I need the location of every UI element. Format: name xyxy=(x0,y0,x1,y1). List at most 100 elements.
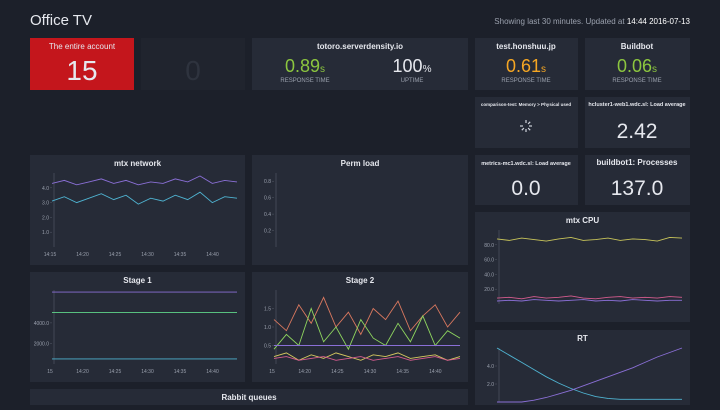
y-tick-label: 4.0 xyxy=(42,186,49,192)
panel xyxy=(252,155,468,265)
tile xyxy=(585,38,690,90)
x-tick-label: 14:30 xyxy=(364,369,377,375)
panel-title: Perm load xyxy=(341,159,380,168)
series-line xyxy=(51,191,238,205)
status-prefix: Showing last 30 minutes. Updated at xyxy=(494,17,625,26)
tile-value: 0.89 xyxy=(285,56,320,76)
x-tick-label: 15 xyxy=(269,369,275,375)
tile-unit: s xyxy=(652,64,657,75)
tile-value: 2.42 xyxy=(617,120,658,143)
y-tick-label: 3.0 xyxy=(42,201,49,207)
series-line xyxy=(273,356,461,361)
tile-label: metrics-mc1.wdc.sl: Load average xyxy=(481,161,571,167)
series-line xyxy=(273,352,461,361)
y-tick-label: 0.2 xyxy=(264,229,271,235)
tile-label: hcluster1-web1.wdc.sl: Load average xyxy=(588,102,685,108)
series-line xyxy=(273,307,461,351)
y-tick-label: 1.0 xyxy=(264,325,271,331)
y-tick-label: 0.4 xyxy=(264,212,271,218)
x-tick-label: 14:20 xyxy=(298,369,311,375)
x-tick-label: 14:40 xyxy=(429,369,442,375)
tile-caption: UPTIME xyxy=(401,78,424,84)
tile-label: buildbot1: Processes xyxy=(597,158,678,167)
x-tick-label: 14:25 xyxy=(331,369,344,375)
tile-unit: s xyxy=(541,64,546,75)
tile-caption: RESPONSE TIME xyxy=(280,78,329,84)
y-tick-label: 1.5 xyxy=(264,307,271,313)
svg-text:100%: 100% xyxy=(393,56,432,76)
x-tick-label: 14:30 xyxy=(141,369,154,375)
tile-value: 100 xyxy=(393,56,423,76)
tile xyxy=(585,97,690,148)
x-tick-label: 14:25 xyxy=(109,252,122,258)
spinner xyxy=(520,120,532,132)
panel xyxy=(30,389,468,409)
series-line xyxy=(496,347,682,400)
tile xyxy=(252,38,468,90)
panel xyxy=(252,272,468,382)
x-tick-label: 14:25 xyxy=(109,369,122,375)
svg-text:0.89s: 0.89s xyxy=(285,56,325,76)
tile-unit: s xyxy=(320,64,325,75)
y-tick-label: 0.8 xyxy=(264,179,271,185)
tile xyxy=(585,155,690,205)
tile xyxy=(30,38,134,90)
panel-title: Rabbit queues xyxy=(221,393,277,402)
x-tick-label: 14:35 xyxy=(396,369,409,375)
panel-title: mtx CPU xyxy=(566,216,600,225)
tile-value: 15 xyxy=(66,55,97,86)
series-line xyxy=(51,175,238,186)
panel-title: Stage 2 xyxy=(346,276,375,285)
tile-label: The entire account xyxy=(49,42,116,51)
x-tick-label: 15 xyxy=(47,369,53,375)
x-tick-label: 14:15 xyxy=(44,252,57,258)
x-tick-label: 14:35 xyxy=(174,252,187,258)
page-title: Office TV xyxy=(30,12,92,29)
tile-label: Buildbot xyxy=(621,42,654,51)
tile-unit: % xyxy=(423,64,432,75)
y-tick-label: 4000.0 xyxy=(34,321,50,327)
x-tick-label: 14:30 xyxy=(141,252,154,258)
tile-value: 0.06 xyxy=(617,56,652,76)
y-tick-label: 4.0 xyxy=(487,364,494,370)
y-tick-label: 2.0 xyxy=(487,382,494,388)
tile-value: 0.61 xyxy=(506,56,541,76)
x-tick-label: 14:40 xyxy=(206,369,219,375)
tile xyxy=(475,38,578,90)
tile xyxy=(475,155,578,205)
tile xyxy=(141,38,245,90)
y-tick-label: 40.0 xyxy=(484,272,494,278)
series-line xyxy=(496,299,682,302)
panel xyxy=(475,212,690,322)
series-line xyxy=(496,295,683,300)
y-tick-label: 60.0 xyxy=(484,258,494,264)
tile-value: 0 xyxy=(185,55,201,86)
svg-text:0.06s: 0.06s xyxy=(617,56,657,76)
y-tick-label: 2000.0 xyxy=(34,341,50,347)
tile-value: 0.0 xyxy=(511,177,540,200)
y-tick-label: 1.0 xyxy=(42,230,49,236)
tile-label: test.honshuu.jp xyxy=(496,42,556,51)
svg-text:0.61s: 0.61s xyxy=(506,56,546,76)
panel xyxy=(30,155,245,265)
updated-time: 14:44 2016-07-13 xyxy=(627,17,691,26)
x-tick-label: 14:40 xyxy=(206,252,219,258)
panel-title: RT xyxy=(577,334,588,343)
x-tick-label: 14:20 xyxy=(76,252,89,258)
y-tick-label: 0.6 xyxy=(264,196,271,202)
y-tick-label: 2.0 xyxy=(42,215,49,221)
y-tick-label: 0.5 xyxy=(264,344,271,350)
tile-caption: RESPONSE TIME xyxy=(612,78,661,84)
panel-title: Stage 1 xyxy=(123,276,152,285)
panel-title: mtx network xyxy=(114,159,162,168)
series-line xyxy=(273,296,461,336)
tile-caption: RESPONSE TIME xyxy=(501,78,550,84)
panel xyxy=(30,272,245,382)
status: Showing last 30 minutes. Updated at 14:4… xyxy=(494,17,690,26)
x-tick-label: 14:20 xyxy=(76,369,89,375)
tile-value: 137.0 xyxy=(611,177,664,200)
y-tick-label: 20.0 xyxy=(484,287,494,293)
y-tick-label: 80.0 xyxy=(484,243,494,249)
series-line xyxy=(497,347,683,403)
